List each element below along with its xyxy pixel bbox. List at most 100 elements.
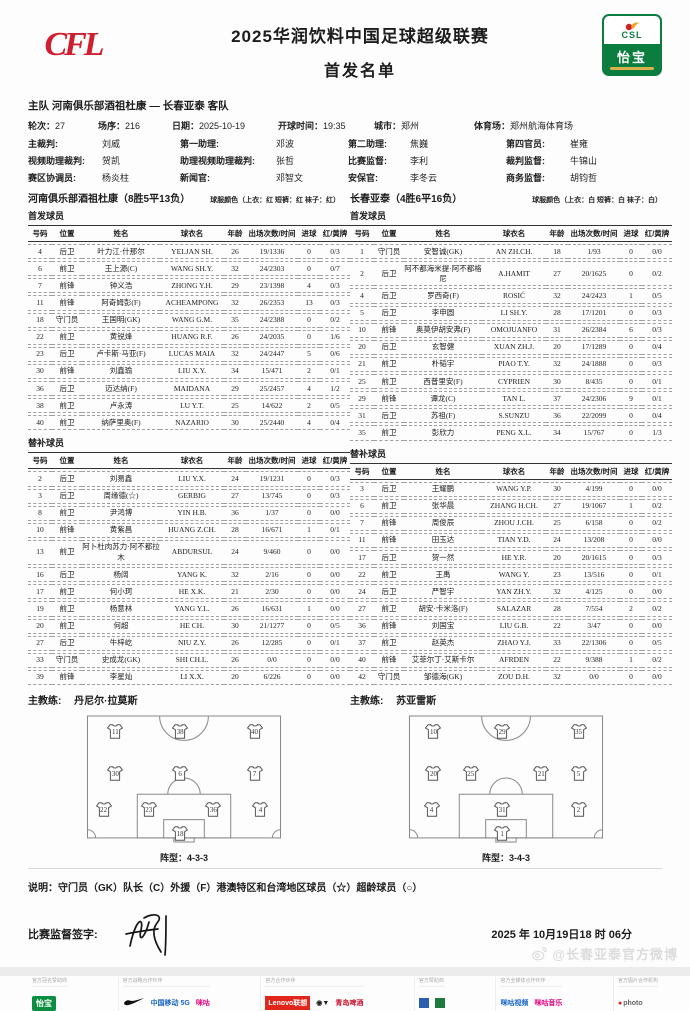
column-header: 球衣名: [482, 462, 546, 480]
player-row: 7 前锋 周俊辰 ZHOU J.CH. 25 6/158 0 0/2: [350, 515, 672, 531]
player-cell: ZHANG H.CH.: [482, 498, 546, 514]
jersey-number: 4: [429, 805, 434, 814]
player-cell: 0/0: [642, 584, 672, 600]
player-cell: 邹德海(GK): [404, 669, 482, 685]
player-cell: MAIDANA: [160, 381, 224, 397]
player-jersey-1: 1: [493, 826, 511, 842]
player-cell: 苏祖(F): [404, 408, 482, 424]
column-header: 进球: [620, 462, 642, 480]
player-cell: 25: [546, 515, 568, 531]
player-cell: 0/6: [320, 346, 350, 362]
match-info-value: 27: [55, 121, 66, 131]
player-cell: 10: [350, 322, 374, 338]
player-row: 18 守门员 王国明(GK) WANG G.M. 35 24/2388 0 0/2: [28, 312, 350, 328]
player-cell: 后卫: [374, 288, 404, 304]
player-cell: 9: [620, 391, 642, 407]
player-row: 10 前锋 黄紫昌 HUANG Z.CH. 28 16/671 1 0/1: [28, 522, 350, 538]
player-jersey-20: 20: [425, 766, 442, 782]
official-role-label: 裁判监督:: [506, 156, 545, 166]
player-cell: 9/388: [568, 652, 620, 668]
away-starters-table: 号码 位置 姓名 球衣名 年龄 出场次数/时间 进球 红/黄牌 1 守门员 安智诚(GK) AN ZH…: [350, 223, 672, 443]
player-cell: 24/2306: [568, 391, 620, 407]
player-cell: 20: [546, 550, 568, 566]
player-row: 31 后卫 苏祖(F) S.SUNZU 36 22/2099 0 0/4: [350, 408, 672, 424]
player-cell: 24/2035: [246, 329, 298, 345]
player-cell: 0: [620, 305, 642, 321]
player-cell: XUAN ZH.J.: [482, 339, 546, 355]
player-cell: TIAN Y.D.: [482, 532, 546, 548]
jersey-number: 20: [429, 769, 437, 778]
player-row: 17 前卫 何小珂 HE X.K. 21 2/30 0 0/0: [28, 584, 350, 600]
column-header: 姓名: [404, 225, 482, 242]
player-cell: 32: [546, 288, 568, 304]
jersey-number: 18: [176, 830, 184, 839]
sponsor-group-label: 官方冠名赞助商: [32, 977, 68, 987]
jersey-number: 5: [576, 769, 581, 778]
player-cell: 守门员: [374, 244, 404, 260]
column-header: 出场次数/时间: [568, 462, 620, 480]
player-cell: 13/516: [568, 567, 620, 583]
player-cell: 12/285: [246, 635, 298, 651]
csl-text: CSL: [621, 29, 643, 40]
team-section-away: 长春亚泰（4胜6平16负） 球服颜色（上衣：白 短裤：白 袜子：白） 首发球员 …: [350, 190, 672, 864]
player-cell: 前卫: [52, 261, 82, 277]
player-row: 30 前锋 刘鑫瑜 LIU X.Y. 34 15/471 2 0/1: [28, 363, 350, 379]
official-role-label: 第一助理:: [180, 139, 219, 149]
player-cell: 0: [298, 329, 320, 345]
player-cell: 叶力江·什那尔: [82, 244, 160, 260]
player-cell: 纳萨里奥(F): [82, 415, 160, 431]
player-cell: LIU Y.X.: [160, 471, 224, 487]
player-cell: LU Y.T.: [160, 398, 224, 414]
player-cell: 26/2384: [568, 322, 620, 338]
player-cell: LIU G.B.: [482, 618, 546, 634]
sponsor-logo: ◉▼: [316, 1000, 330, 1007]
player-cell: 前卫: [374, 498, 404, 514]
player-cell: 30: [546, 374, 568, 390]
player-cell: 守门员: [52, 652, 82, 668]
player-cell: 33: [546, 635, 568, 651]
player-cell: 18: [28, 312, 52, 328]
player-cell: 罗西奇(F): [404, 288, 482, 304]
match-info-value: 郑州: [401, 121, 420, 131]
player-cell: 4: [298, 381, 320, 397]
player-cell: 4/125: [568, 584, 620, 600]
away-formation-label: 阵型：3-4-3: [481, 853, 530, 863]
column-header: 号码: [350, 462, 374, 480]
player-cell: 后卫: [52, 488, 82, 504]
match-info-item: 城市：郑州: [374, 119, 474, 132]
player-cell: 31: [350, 408, 374, 424]
player-cell: 2: [620, 601, 642, 617]
sponsor-group-label: 官方战略合作伙伴: [122, 977, 210, 987]
home-starters-table: 号码 位置 姓名 球衣名 年龄 出场次数/时间 进球 红/黄牌 4 后卫 叶力江·什那尔 YELJAN…: [28, 223, 350, 432]
player-cell: 26: [224, 635, 246, 651]
player-cell: 1: [298, 601, 320, 617]
official-name: 牛锦山: [570, 156, 598, 166]
official-item: 安保官: 李冬云: [348, 171, 506, 184]
player-cell: 0/3: [642, 356, 672, 372]
player-cell: 15/767: [568, 425, 620, 441]
player-row: 29 前锋 谭龙(C) TAN L. 37 24/2306 9 0/1: [350, 391, 672, 407]
player-cell: 前锋: [52, 278, 82, 294]
player-cell: 0/2: [642, 498, 672, 514]
match-info-label: 体育场：: [474, 121, 511, 131]
player-cell: 0/1: [642, 391, 672, 407]
home-formation-pitch: 11 38 40 30 6 7 22 23 36 4 18: [86, 715, 282, 843]
player-cell: 0: [620, 339, 642, 355]
player-cell: 27: [350, 601, 374, 617]
player-cell: 4: [350, 288, 374, 304]
player-cell: 前锋: [52, 363, 82, 379]
player-jersey-11: 11: [107, 723, 124, 740]
photo-logo: photo: [618, 1000, 642, 1007]
player-cell: 0/7: [320, 261, 350, 277]
player-cell: 6/226: [246, 669, 298, 685]
player-cell: 0/0: [320, 652, 350, 668]
player-cell: S.SUNZU: [482, 408, 546, 424]
player-row: 40 前锋 艾菲尔丁·艾斯卡尔 AFRDEN 22 9/388 1 0/2: [350, 652, 672, 668]
legend-note: 说明：守门员（GK）队长（C）外援（F）港澳特区和台湾地区球员（☆）超龄球员（○…: [28, 868, 662, 894]
player-cell: 0/0: [246, 652, 298, 668]
player-cell: 26: [224, 329, 246, 345]
column-header: 球衣名: [160, 452, 224, 470]
player-cell: 26: [224, 244, 246, 260]
player-cell: 前卫: [374, 601, 404, 617]
